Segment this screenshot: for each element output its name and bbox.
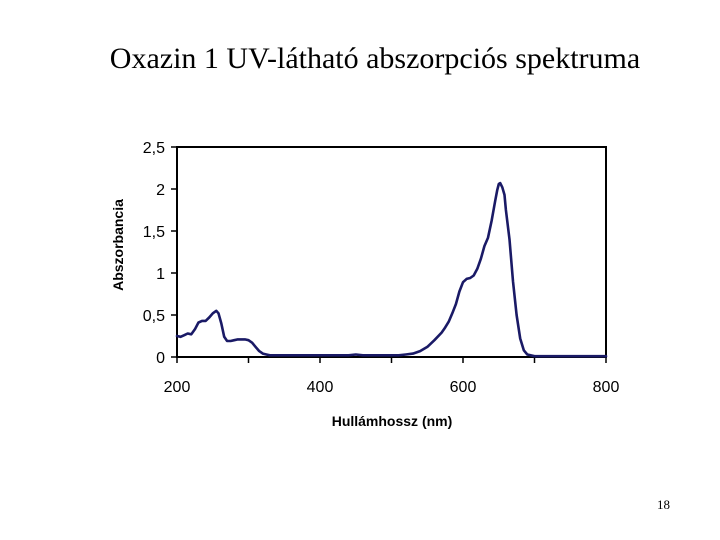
- y-tick-label: 0: [156, 350, 165, 367]
- page-number: 18: [657, 497, 670, 512]
- y-axis-title: Abszorbancia: [110, 199, 126, 291]
- y-tick-label: 1: [156, 266, 165, 283]
- x-tick-label: 400: [307, 379, 334, 396]
- x-tick-label: 800: [593, 379, 620, 396]
- x-axis-title: Hullámhossz (nm): [332, 413, 453, 429]
- x-tick-label: 600: [450, 379, 477, 396]
- spectrum-line: [175, 181, 608, 358]
- y-tick-label: 2,5: [143, 140, 165, 157]
- y-tick-label: 1,5: [143, 224, 165, 241]
- x-tick-label: 200: [164, 379, 191, 396]
- plot-frame: [176, 146, 607, 358]
- y-tick-label: 2: [156, 182, 165, 199]
- slide-title: Oxazin 1 UV-látható abszorpciós spektrum…: [109, 42, 641, 75]
- y-tick-label: 0,5: [143, 308, 165, 325]
